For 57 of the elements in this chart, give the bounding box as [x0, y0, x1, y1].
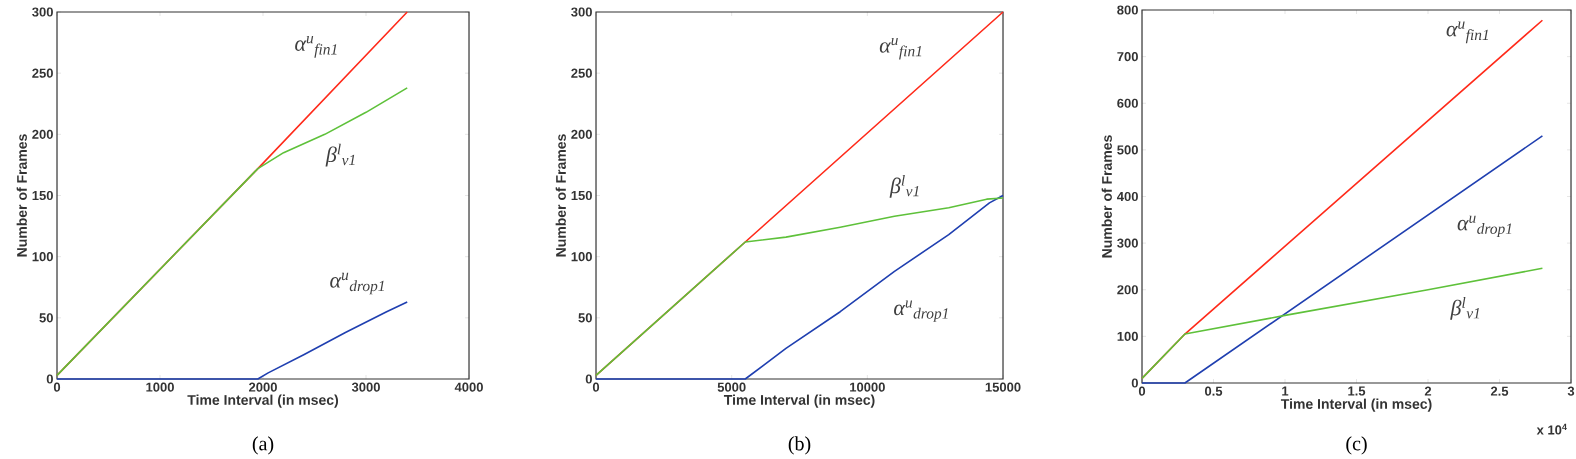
- y-tick-label: 100: [1117, 331, 1138, 341]
- series-label: β$^{l}$v1: [325, 143, 355, 167]
- y-tick-label: 50: [578, 313, 592, 323]
- x-tick-label: 0: [592, 382, 600, 392]
- y-tick-label: 300: [571, 7, 592, 17]
- x-tick-label: 0: [53, 382, 61, 392]
- y-axis-title: Number of Frames: [555, 134, 566, 257]
- y-tick-label: 300: [32, 7, 53, 17]
- y-tick-label: 400: [1116, 191, 1138, 202]
- y-axis-title: Number of Frames: [16, 134, 27, 257]
- x-tick-label: 0: [1138, 386, 1146, 396]
- y-tick-label: 200: [1117, 285, 1138, 295]
- y-tick-label: 250: [571, 68, 592, 78]
- x-tick-label: 1.5: [1348, 386, 1366, 396]
- y-axis-title: Number of Frames: [1101, 135, 1112, 258]
- series-label: α$^{u}$fin1: [879, 37, 922, 60]
- x-tick-label: 5000: [717, 382, 746, 392]
- x-tick-label: 2: [1424, 386, 1432, 396]
- y-tick-label: 500: [1117, 145, 1138, 155]
- text: (a): [252, 436, 274, 455]
- x-tick-label: 1: [1282, 386, 1289, 396]
- x-tick-label: 10000: [850, 382, 885, 392]
- y-tick-label: 100: [571, 252, 592, 262]
- x-tick-label: 3000: [351, 382, 380, 392]
- y-tick-label: 100: [32, 252, 53, 262]
- y-tick-label: 0: [46, 374, 53, 384]
- y-tick-label: 50: [39, 313, 53, 323]
- x-tick-label: 2000: [249, 382, 277, 392]
- series-label: α$^{u}$fin1: [295, 36, 337, 58]
- y-tick-label: 600: [1117, 98, 1138, 108]
- x-tick-label: 1000: [146, 382, 174, 392]
- y-tick-label: 200: [32, 129, 53, 139]
- text: (c): [1346, 436, 1367, 455]
- x-axis-title: Time Interval (in msec): [1280, 398, 1432, 412]
- y-tick-label: 800: [1117, 5, 1138, 15]
- y-tick-label: 300: [1117, 238, 1138, 248]
- series-label: β$^{l}$v1: [1450, 296, 1480, 320]
- series-label: α$^{u}$drop1: [330, 272, 384, 295]
- series-label: α$^{u}$fin1: [1446, 21, 1489, 44]
- x-tick-label: 2.5: [1490, 386, 1509, 396]
- x-tick-label: 3: [1567, 386, 1575, 396]
- text: x 10$^{4}$: [1536, 423, 1567, 435]
- x-tick-label: 15000: [985, 382, 1021, 392]
- y-tick-label: 250: [32, 68, 53, 78]
- series-label: α$^{u}$drop1: [1457, 215, 1512, 238]
- y-tick-label: 0: [585, 374, 592, 384]
- x-axis-title: Time Interval (in msec): [187, 394, 339, 408]
- y-tick-label: 150: [571, 190, 592, 201]
- x-axis-title: Time Interval (in msec): [723, 394, 875, 408]
- y-tick-label: 150: [32, 190, 53, 201]
- y-tick-label: 200: [571, 129, 592, 139]
- y-tick-label: 700: [1117, 52, 1138, 62]
- x-tick-label: 4000: [454, 382, 483, 392]
- series-label: α$^{u}$drop1: [894, 300, 948, 322]
- text: (b): [788, 436, 811, 455]
- series-label: β$^{l}$v1: [889, 174, 919, 198]
- x-tick-label: 0.5: [1204, 386, 1223, 396]
